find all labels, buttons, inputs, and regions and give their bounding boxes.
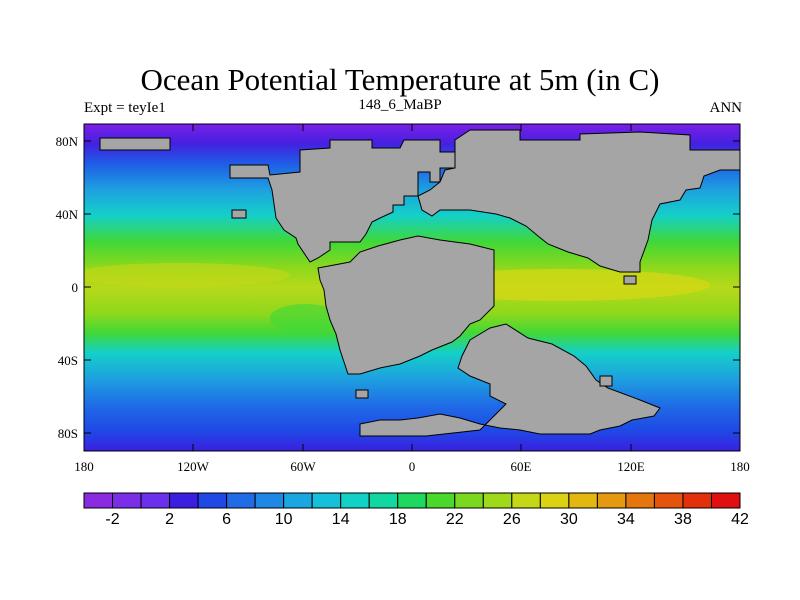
colorbar-box [169, 492, 199, 509]
colorbar-box [283, 492, 313, 509]
y-tick-80n: 80N [56, 134, 79, 149]
colorbar-box [482, 492, 513, 509]
x-tick-labels: 180 120W 60W 0 60E 120E 180 [74, 459, 750, 474]
colorbar-label: 14 [332, 511, 350, 528]
x-tick-60e: 60E [511, 459, 532, 474]
colorbar-box [568, 492, 598, 509]
colorbar-label: 10 [275, 511, 293, 528]
colorbar-box [653, 492, 684, 509]
y-tick-0: 0 [72, 280, 79, 295]
x-tick-120w: 120W [177, 459, 210, 474]
colorbar [83, 492, 741, 509]
colorbar-box [197, 492, 228, 509]
colorbar-box [454, 492, 484, 509]
map-panel [84, 124, 740, 451]
colorbar-box [340, 492, 370, 509]
colorbar-box [625, 492, 655, 509]
y-tick-40s: 40S [58, 353, 78, 368]
y-tick-80s: 80S [58, 426, 78, 441]
experiment-label: Expt = teyIe1 [84, 100, 166, 116]
chart-title: Ocean Potential Temperature at 5m (in C) [140, 62, 660, 97]
colorbar-box [539, 492, 570, 509]
x-tick-0: 0 [409, 459, 416, 474]
warm-pool-west [84, 263, 290, 287]
colorbar-box [511, 492, 541, 509]
colorbar-label: 42 [731, 511, 749, 528]
colorbar-label: 2 [165, 511, 174, 528]
colorbar-label: -2 [105, 511, 119, 528]
x-tick-marks [83, 124, 741, 451]
y-tick-marks [84, 140, 740, 434]
land-islet-2 [623, 275, 637, 285]
colorbar-label: 34 [617, 511, 635, 528]
colorbar-labels: -2 2 6 10 14 18 22 26 30 34 38 42 [105, 511, 749, 528]
y-tick-labels: 80N 40N 0 40S 80S [56, 134, 79, 441]
colorbar-box [83, 492, 114, 509]
colorbar-box [425, 492, 456, 509]
land-greenland-strip [99, 137, 171, 151]
colorbar-box [710, 492, 741, 509]
x-tick-180w: 180 [74, 459, 94, 474]
colorbar-box [140, 492, 171, 509]
cool-tongue [270, 304, 340, 332]
land-masses [99, 129, 740, 437]
x-tick-180e: 180 [730, 459, 750, 474]
x-tick-120e: 120E [617, 459, 645, 474]
colorbar-label: 22 [446, 511, 464, 528]
land-islet-4 [599, 375, 613, 387]
colorbar-box [311, 492, 342, 509]
colorbar-box [368, 492, 399, 509]
colorbar-box [397, 492, 427, 509]
y-tick-40n: 40N [56, 207, 79, 222]
land-islet-3 [355, 389, 369, 399]
colorbar-box [682, 492, 712, 509]
land-africa-antarctic [359, 323, 661, 437]
colorbar-box [254, 492, 285, 509]
land-islet-1 [231, 209, 247, 219]
colorbar-box [226, 492, 256, 509]
x-tick-60w: 60W [290, 459, 316, 474]
colorbar-box [596, 492, 627, 509]
colorbar-label: 26 [503, 511, 521, 528]
colorbar-label: 30 [560, 511, 578, 528]
land-eurasia [417, 129, 740, 273]
colorbar-label: 38 [674, 511, 692, 528]
colorbar-label: 6 [222, 511, 231, 528]
colorbar-box [112, 492, 142, 509]
period-label: 148_6_MaBP [358, 97, 442, 113]
colorbar-label: 18 [389, 511, 407, 528]
season-label: ANN [709, 100, 743, 116]
land-south-america [317, 235, 495, 375]
